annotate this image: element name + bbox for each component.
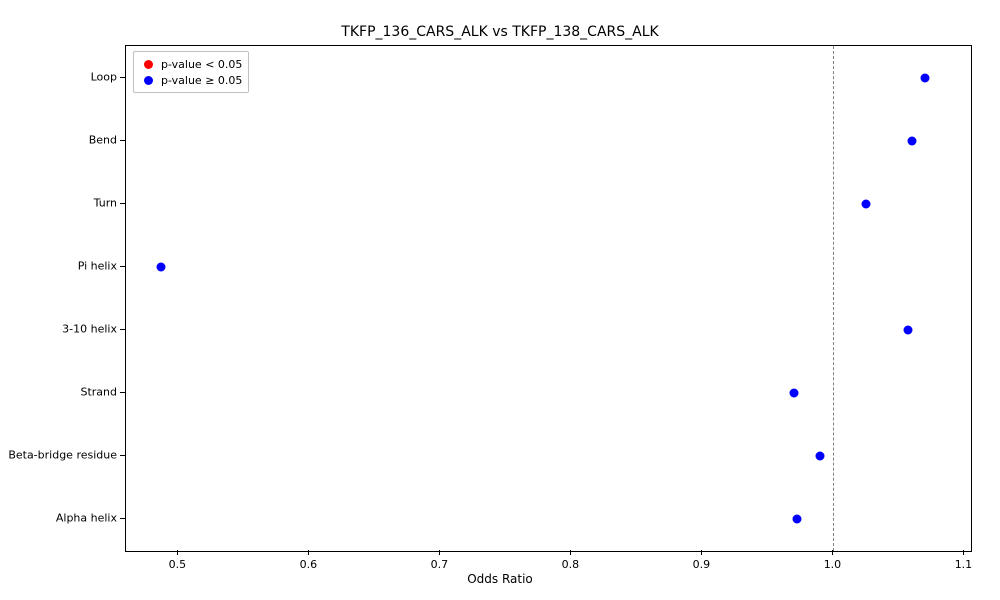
y-tick [120,518,125,519]
y-tick-label: Alpha helix [56,512,117,525]
x-tick-label: 0.6 [300,558,318,571]
y-tick [120,392,125,393]
x-tick [701,550,702,555]
reference-line [833,46,834,551]
odds-ratio-chart: TKFP_136_CARS_ALK vs TKFP_138_CARS_ALK O… [0,0,1000,600]
x-tick [439,550,440,555]
y-tick-label: Pi helix [78,259,117,272]
x-tick-label: 0.5 [169,558,187,571]
legend-marker-icon [144,76,153,85]
y-tick [120,329,125,330]
y-tick-label: Bend [89,133,117,146]
data-point [790,389,799,398]
data-point [816,452,825,461]
chart-title: TKFP_136_CARS_ALK vs TKFP_138_CARS_ALK [0,24,1000,40]
data-point [862,199,871,208]
x-tick [308,550,309,555]
y-tick-label: Turn [94,196,117,209]
x-tick [832,550,833,555]
x-tick [570,550,571,555]
data-point [904,326,913,335]
y-tick [120,77,125,78]
y-tick [120,266,125,267]
x-tick [963,550,964,555]
legend: p-value < 0.05 p-value ≥ 0.05 [133,51,249,93]
data-point [792,515,801,524]
x-tick-label: 1.1 [955,558,973,571]
x-tick-label: 0.7 [431,558,449,571]
legend-item: p-value < 0.05 [140,56,242,72]
x-tick-label: 0.8 [562,558,580,571]
y-tick [120,203,125,204]
data-point [921,73,930,82]
y-tick [120,140,125,141]
legend-label: p-value < 0.05 [161,58,242,71]
y-tick-label: Strand [80,386,117,399]
x-tick-label: 1.0 [824,558,842,571]
legend-item: p-value ≥ 0.05 [140,72,242,88]
plot-area [125,45,972,552]
x-tick-label: 0.9 [693,558,711,571]
data-point [157,262,166,271]
y-tick-label: Beta-bridge residue [8,449,117,462]
y-tick-label: Loop [91,70,117,83]
data-point [908,136,917,145]
legend-label: p-value ≥ 0.05 [161,74,242,87]
legend-marker-icon [144,60,153,69]
y-tick-label: 3-10 helix [62,323,117,336]
x-axis-label: Odds Ratio [0,572,1000,586]
x-tick [177,550,178,555]
y-tick [120,455,125,456]
